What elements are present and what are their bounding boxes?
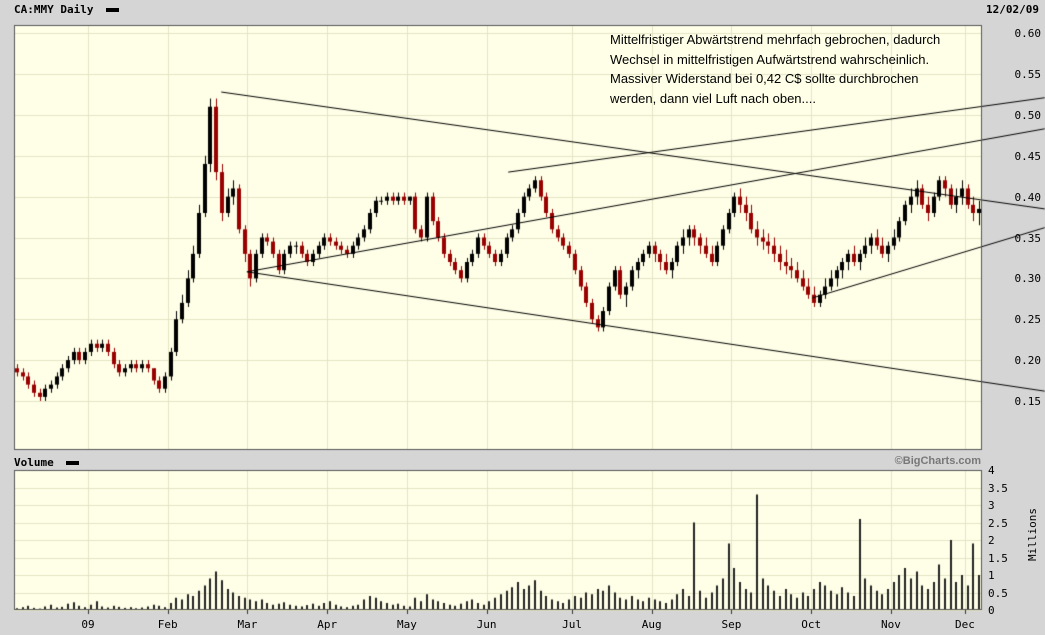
volume-axis-label: 1 [988, 569, 995, 582]
month-label: Apr [317, 618, 338, 631]
price-axis-label: 0.35 [1014, 231, 1042, 245]
annotation-line: Wechsel in mittelfristigen Aufwärtstrend… [610, 51, 930, 67]
price-axis-label: 0.40 [1014, 190, 1042, 204]
volume-axis-label: 3.5 [988, 481, 1008, 495]
annotation-line: Mittelfristiger Abwärtstrend mehrfach ge… [610, 32, 941, 47]
chart-header: CA:MMY Daily [14, 3, 120, 16]
volume-axis-label: 0.5 [988, 586, 1008, 600]
month-label: Jun [476, 618, 497, 631]
month-label: Feb [157, 618, 178, 631]
volume-axis-label: 0 [988, 604, 995, 617]
annotation-text: Mittelfristiger Abwärtstrend mehrfach ge… [610, 30, 990, 108]
volume-units-label: Millions [1026, 508, 1039, 561]
price-axis-label: 0.60 [1014, 27, 1042, 41]
volume-legend-dash-icon [66, 461, 80, 465]
price-axis-label: 0.45 [1014, 149, 1042, 163]
annotation-line: werden, dann viel Luft nach oben.... [610, 90, 816, 106]
month-label: Aug [641, 618, 662, 631]
month-label: Dec [954, 618, 975, 631]
chart-date-label: 12/02/09 [986, 3, 1039, 16]
month-label: Oct [801, 618, 822, 631]
price-legend-dash-icon [106, 8, 120, 12]
price-axis-label: 0.15 [1014, 394, 1042, 408]
symbol-interval-label: CA:MMY Daily [14, 3, 94, 16]
bigcharts-copyright: ©BigCharts.com [894, 455, 981, 467]
volume-label: Volume [14, 456, 54, 469]
annotation-line: Massiver Widerstand bei 0,42 C$ sollte d… [610, 71, 919, 86]
month-label: Mar [237, 618, 258, 631]
volume-axis-label: 1.5 [988, 551, 1008, 565]
month-label: Sep [721, 618, 742, 631]
month-label: 09 [81, 618, 95, 631]
volume-axis-label: 3 [988, 499, 995, 512]
month-label: Nov [880, 618, 901, 631]
price-axis-label: 0.55 [1014, 68, 1042, 82]
volume-axis-label: 2 [988, 534, 995, 547]
price-axis-label: 0.20 [1014, 354, 1042, 368]
volume-axis-label: 2.5 [988, 516, 1008, 530]
price-axis-label: 0.30 [1014, 272, 1042, 286]
volume-header: Volume [14, 456, 80, 469]
price-axis-label: 0.50 [1014, 108, 1042, 122]
volume-axis-label: 4 [988, 464, 995, 477]
month-label: May [396, 618, 417, 631]
month-label: Jul [562, 618, 582, 631]
price-axis-label: 0.25 [1014, 313, 1042, 327]
